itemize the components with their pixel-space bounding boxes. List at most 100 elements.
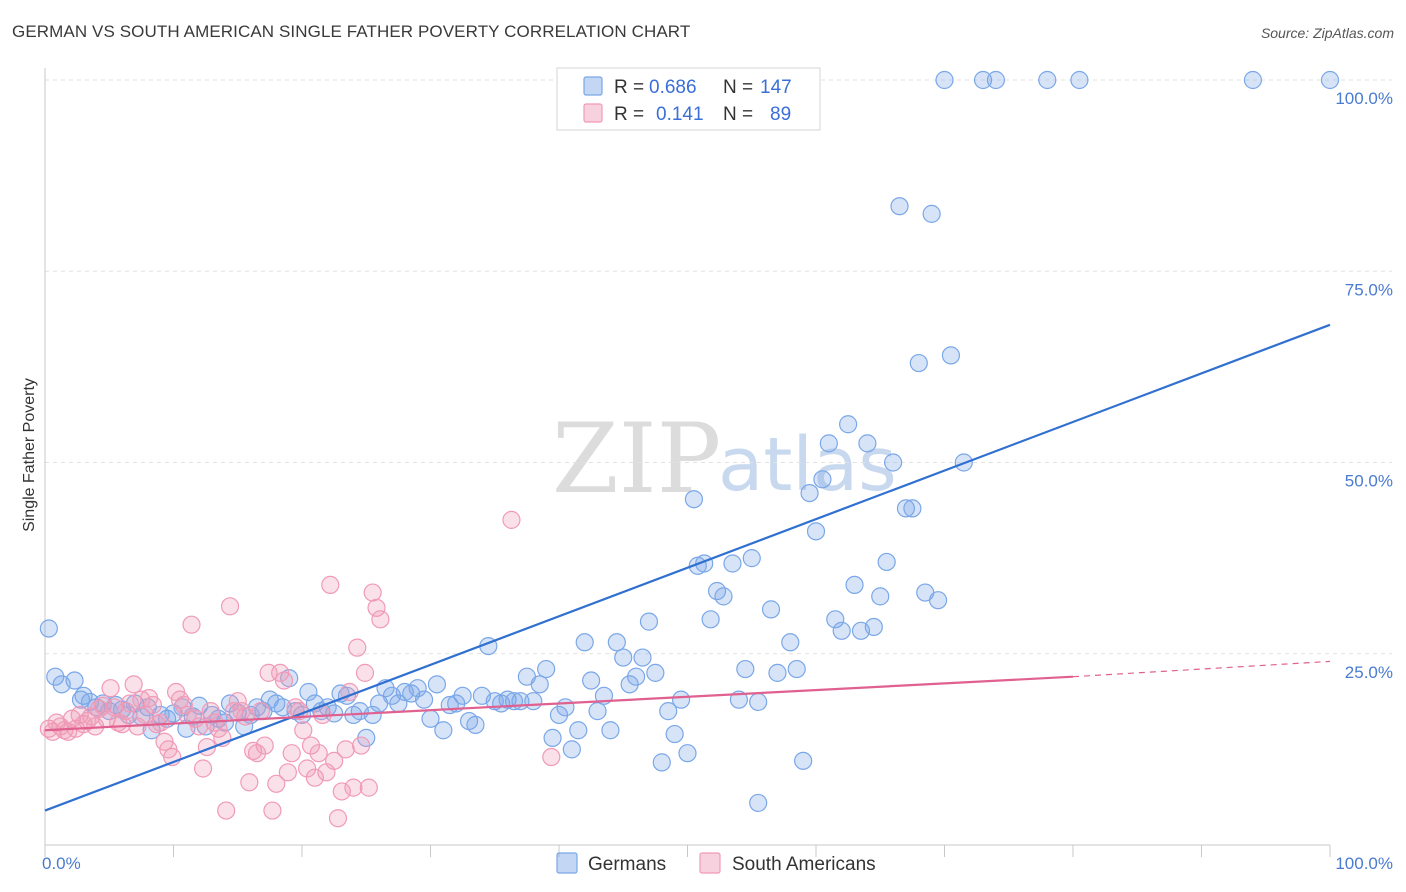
germans-point bbox=[858, 434, 877, 453]
germans-point bbox=[883, 453, 903, 472]
south-americans-point bbox=[294, 721, 313, 740]
south-americans-trend-line bbox=[44, 675, 1074, 732]
germans-point bbox=[813, 470, 832, 489]
south-americans-point bbox=[182, 615, 201, 634]
germans-point bbox=[466, 715, 485, 734]
germans-point bbox=[1038, 70, 1057, 90]
south-americans-point bbox=[101, 679, 120, 698]
germans-point bbox=[701, 610, 720, 629]
germans-point bbox=[845, 575, 864, 595]
south-americans-point bbox=[201, 702, 220, 721]
germans-point bbox=[742, 549, 761, 568]
legend-frame bbox=[556, 67, 821, 131]
south-americans-point bbox=[336, 740, 355, 759]
legend-r-value-south-americans: 0.141 bbox=[656, 104, 704, 125]
germans-point bbox=[537, 659, 556, 679]
south-americans-point bbox=[217, 801, 236, 820]
germans-point bbox=[749, 793, 768, 813]
south-americans-point bbox=[332, 782, 351, 801]
south-americans-point bbox=[352, 736, 371, 755]
germans-point bbox=[646, 663, 665, 682]
bottom-legend-label-south-americans: South Americans bbox=[732, 854, 876, 875]
germans-point bbox=[839, 415, 858, 434]
germans-point bbox=[607, 633, 626, 652]
south-americans-point bbox=[263, 801, 282, 820]
germans-point bbox=[832, 621, 851, 640]
germans-point bbox=[864, 617, 883, 637]
germans-point bbox=[761, 600, 781, 619]
south-americans-point bbox=[359, 778, 378, 797]
germans-point bbox=[414, 690, 434, 709]
south-americans-point bbox=[348, 638, 367, 657]
legend-swatch-germans bbox=[583, 76, 603, 96]
south-americans-point bbox=[220, 597, 240, 616]
legend-r-value-germans: 0.686 bbox=[649, 77, 697, 98]
germans-point bbox=[903, 499, 922, 518]
germans-point bbox=[453, 686, 472, 705]
legend-n-label-germans: N = bbox=[723, 77, 753, 98]
germans-point bbox=[562, 740, 581, 759]
legend-r-label-south-americans: R = bbox=[614, 104, 644, 125]
south-americans-point bbox=[193, 759, 213, 778]
south-americans-point bbox=[325, 751, 344, 770]
gridlines bbox=[45, 79, 1392, 655]
germans-point bbox=[524, 692, 543, 711]
south-americans-point bbox=[321, 575, 340, 595]
south-americans-point bbox=[305, 768, 324, 787]
y-tick-label: 75.0% bbox=[1345, 280, 1393, 299]
germans-point bbox=[556, 698, 575, 717]
south-americans-points bbox=[39, 510, 561, 828]
germans-point bbox=[39, 619, 58, 638]
bottom-legend-swatch-south-americans bbox=[699, 852, 721, 874]
germans-point bbox=[794, 751, 813, 770]
y-tick-label: 25.0% bbox=[1345, 663, 1393, 682]
germans-point bbox=[626, 667, 646, 686]
germans-point bbox=[890, 197, 909, 216]
south-americans-trend-extension bbox=[1072, 660, 1331, 678]
legend-swatch-south-americans bbox=[583, 103, 603, 123]
south-americans-point bbox=[309, 744, 328, 763]
germans-point bbox=[363, 705, 382, 725]
south-americans-point bbox=[174, 695, 193, 715]
south-americans-point bbox=[228, 692, 247, 711]
germans-point bbox=[1070, 70, 1089, 90]
germans-point bbox=[973, 70, 993, 90]
south-americans-point bbox=[151, 713, 170, 732]
south-americans-point bbox=[240, 773, 259, 792]
south-americans-point bbox=[282, 744, 301, 763]
germans-point bbox=[826, 610, 845, 629]
tick-labels: 25.0% 50.0% 75.0% 100.0% 0.0% 100.0% bbox=[42, 89, 1393, 873]
germans-point bbox=[434, 721, 453, 740]
x-tick-label-min: 0.0% bbox=[42, 854, 81, 873]
watermark: ZIP atlas bbox=[552, 403, 897, 515]
germans-point bbox=[928, 591, 948, 610]
germans-point bbox=[659, 702, 678, 721]
germans-point bbox=[614, 648, 633, 667]
germans-point bbox=[935, 70, 954, 90]
chart-source: Source: ZipAtlas.com bbox=[1260, 25, 1394, 41]
south-americans-point bbox=[247, 744, 267, 763]
south-americans-point bbox=[236, 707, 255, 726]
germans-point bbox=[543, 728, 562, 748]
south-americans-point bbox=[371, 610, 390, 629]
germans-point bbox=[819, 434, 838, 453]
south-americans-point bbox=[363, 583, 382, 602]
germans-point bbox=[1320, 70, 1340, 90]
germans-point bbox=[723, 554, 742, 573]
germans-point bbox=[877, 552, 896, 572]
germans-trend-line bbox=[44, 323, 1331, 812]
germans-point bbox=[1243, 70, 1263, 90]
south-americans-point bbox=[267, 774, 286, 793]
germans-point bbox=[665, 724, 684, 744]
south-americans-point bbox=[344, 778, 363, 797]
south-americans-point bbox=[298, 759, 317, 778]
germans-point bbox=[530, 675, 549, 694]
germans-point bbox=[601, 721, 620, 740]
south-americans-point bbox=[328, 809, 348, 828]
germans-point bbox=[671, 690, 691, 709]
south-americans-point bbox=[190, 717, 209, 736]
germans-point bbox=[871, 587, 890, 606]
south-americans-point bbox=[120, 694, 139, 713]
germans-point bbox=[588, 702, 607, 721]
